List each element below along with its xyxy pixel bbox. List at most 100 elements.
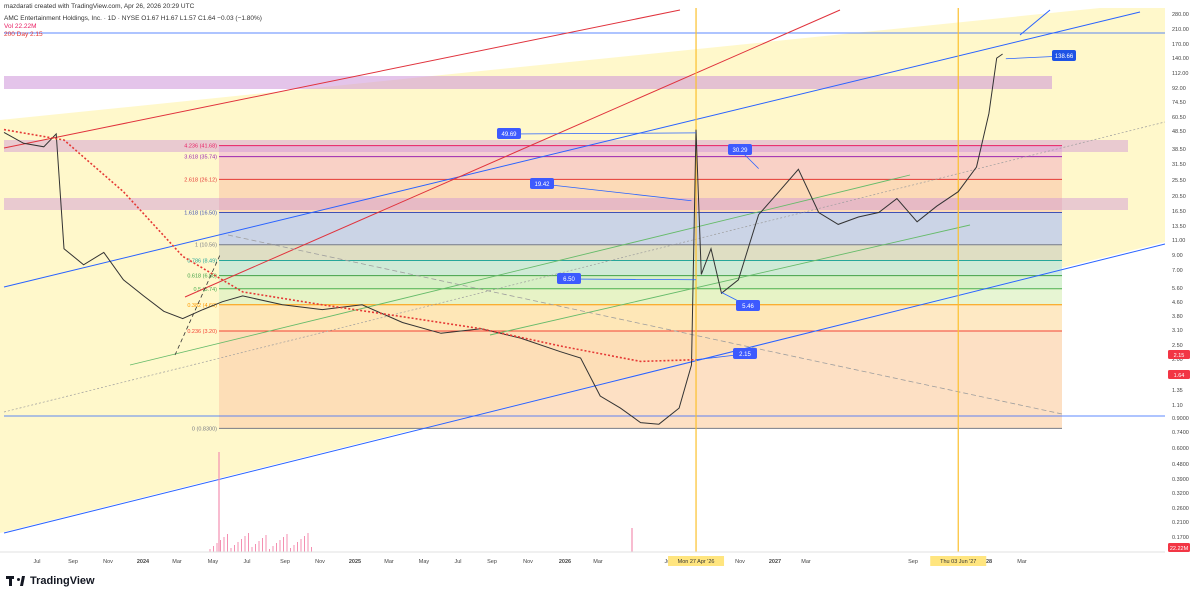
trend-line [3,121,1166,413]
y-tick-label: 60.50 [1172,115,1186,121]
annotation-arrow [508,132,697,135]
annotation-label: 6.50 [563,277,575,283]
annotation-box [736,300,760,311]
fib-zone [219,212,1062,245]
x-tick-label: 2024 [137,559,150,565]
channel-line [3,11,1141,288]
annotation-label: 138.66 [1055,54,1074,60]
y-tick-label: 0.4800 [1172,462,1189,468]
x-tick-label: Mar [1017,559,1027,565]
y-tick-label: 170.00 [1172,42,1189,48]
fib-level-label: 0 (0.8300) [192,426,217,432]
fib-zone [219,244,1062,261]
highlight-date-badge [930,556,987,566]
x-tick-label: May [419,559,430,565]
fib-zone [219,179,1062,213]
y-tick-label: 31.50 [1172,162,1186,168]
annotation-label: 30.29 [732,148,748,154]
y-tick-label: 16.50 [1172,209,1186,215]
price-badge [1168,350,1190,359]
channel-line [1019,9,1051,36]
price-badge-label: 1.64 [1174,373,1185,379]
annotation-label: 19.42 [534,182,550,188]
x-tick-label: Jul [33,559,40,565]
tradingview-icon [6,574,26,588]
header-ma[interactable]: 200 Day 2.15 [4,31,43,38]
annotation-box [1052,50,1076,61]
fib-level-label: 1 (10.56) [195,243,217,249]
annotation-box [728,144,752,155]
fib-level-label: 3.618 (35.74) [184,155,217,161]
trend-line [129,174,911,366]
x-tick-label: Nov [315,559,325,565]
fib-level-label: 0.618 (6.88) [187,274,217,280]
y-tick-label: 280.00 [1172,12,1189,18]
y-tick-label: 0.9000 [1172,416,1189,422]
annotation-arrow [541,183,692,202]
x-tick-label: Jul [454,559,461,565]
fib-zone [219,145,1062,157]
y-tick-label: 0.3900 [1172,477,1189,483]
y-tick-label: 9.00 [1172,253,1183,259]
price-badge [1168,543,1190,552]
y-tick-label: 0.7400 [1172,430,1189,436]
x-tick-label: Mar [801,559,811,565]
y-tick-label: 112.00 [1172,71,1188,77]
y-tick-label: 0.1700 [1172,535,1189,541]
annotation-box [733,348,757,359]
header-volume[interactable]: Vol 22.22M [4,23,37,30]
trend-line [3,9,681,149]
x-tick-label: Nov [103,559,113,565]
ma-line [3,128,697,363]
x-tick-label: Jul [664,559,671,565]
x-tick-label: 2025 [349,559,361,565]
y-tick-label: 13.50 [1172,224,1186,230]
price-badge [1168,370,1190,379]
y-tick-label: 0.2600 [1172,506,1189,512]
header-symbol[interactable]: AMC Entertainment Holdings, Inc. · 1D · … [4,15,262,22]
y-tick-label: 5.60 [1172,286,1183,292]
fib-zone [219,260,1062,276]
fib-level-label: 0.236 (3.20) [187,329,217,335]
x-tick-label: Sep [68,559,78,565]
y-tick-label: 2.50 [1172,343,1183,349]
fib-zone [219,275,1062,289]
fib-level-label: 0.786 (8.49) [187,258,217,264]
annotation-label: 2.15 [739,352,751,358]
purple-band [4,76,1052,89]
channel-line [3,243,1166,534]
fib-zone [219,156,1062,180]
x-tick-label: Sep [908,559,918,565]
y-tick-label: 210.00 [1172,27,1189,33]
x-tick-label: 2026 [559,559,571,565]
fib-level-label: 0.5 (5.74) [193,287,217,293]
annotation-arrow [568,278,697,281]
fib-level-label: 4.236 (41.68) [184,144,217,150]
y-tick-label: 0.2100 [1172,520,1189,526]
tradingview-logo[interactable]: TradingView [6,574,95,588]
trend-line [227,234,1063,415]
y-tick-label: 11.00 [1172,238,1185,244]
fib-level-label: 0.382 (4.60) [187,303,217,309]
y-tick-label: 25.50 [1172,178,1186,184]
y-tick-label: 1.35 [1172,388,1183,394]
x-tick-label: Mar [384,559,394,565]
annotation-label: 49.69 [501,132,517,138]
annotation-label: 5.46 [742,304,754,310]
header-credit: mazdarati created with TradingView.com, … [4,3,195,10]
y-tick-label: 1.10 [1172,403,1183,409]
x-tick-label: Nov [735,559,745,565]
annotation-box [530,178,554,189]
y-tick-label: 7.00 [1172,268,1183,274]
fib-zone [219,288,1062,305]
y-tick-label: 74.50 [1172,100,1186,106]
price-line [3,53,1003,425]
y-tick-label: 3.80 [1172,314,1183,320]
annotation-box [557,273,581,284]
trend-line [489,224,971,336]
y-axis-panel [1165,0,1200,595]
x-tick-label: Mar [172,559,182,565]
price-badge-label: 22.22M [1170,546,1189,552]
